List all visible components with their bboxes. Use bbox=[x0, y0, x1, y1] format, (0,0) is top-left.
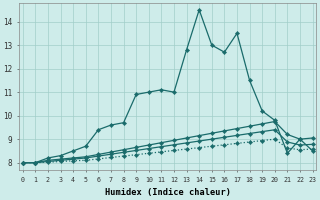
X-axis label: Humidex (Indice chaleur): Humidex (Indice chaleur) bbox=[105, 188, 231, 197]
